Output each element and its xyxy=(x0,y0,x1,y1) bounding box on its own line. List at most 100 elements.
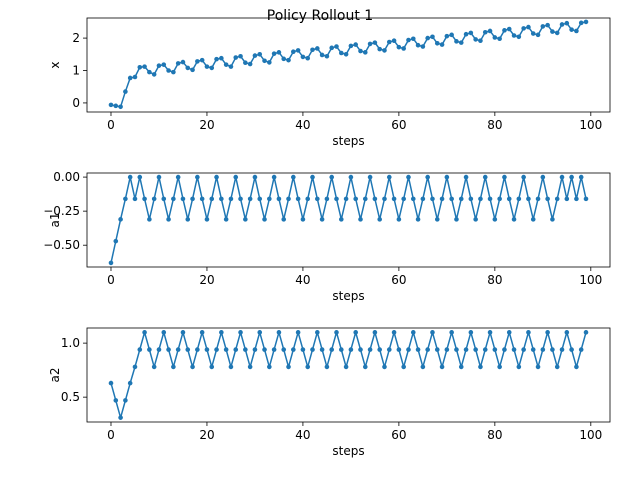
data-point xyxy=(185,65,191,71)
data-point xyxy=(454,217,459,222)
data-point xyxy=(516,196,522,202)
data-point xyxy=(530,217,536,222)
data-point xyxy=(415,42,421,48)
data-point xyxy=(343,364,349,370)
data-point xyxy=(367,174,373,180)
data-point xyxy=(545,196,550,202)
data-point xyxy=(348,347,354,352)
x-tick-label: 0 xyxy=(107,273,115,287)
data-point xyxy=(550,217,555,222)
x-tick-label: 40 xyxy=(295,428,310,442)
data-point xyxy=(324,364,330,370)
data-point xyxy=(132,196,138,202)
y-axis-label: a2 xyxy=(48,368,62,383)
data-point xyxy=(166,347,171,352)
data-point xyxy=(252,53,258,58)
subplot-1: 0 20 40 60 80 100 0 1 2 steps x xyxy=(48,17,611,148)
x-axis-label: steps xyxy=(332,444,364,458)
data-point xyxy=(223,217,229,222)
data-point xyxy=(123,398,128,403)
data-point xyxy=(550,29,555,34)
data-point xyxy=(295,48,301,53)
data-point xyxy=(108,260,114,266)
data-point xyxy=(142,330,147,335)
data-point xyxy=(113,238,119,244)
data-point xyxy=(492,347,498,352)
data-point xyxy=(458,40,464,45)
data-point xyxy=(281,56,287,62)
data-point xyxy=(171,196,176,202)
data-point xyxy=(473,217,478,222)
data-point xyxy=(151,72,157,77)
data-point xyxy=(449,330,454,335)
data-point xyxy=(430,34,435,40)
axes-frame xyxy=(86,327,611,423)
data-point xyxy=(305,364,311,370)
data-point xyxy=(463,174,469,180)
data-point xyxy=(401,196,406,202)
data-point xyxy=(233,174,239,180)
x-tick-label: 60 xyxy=(391,428,406,442)
data-point xyxy=(396,347,402,352)
data-point xyxy=(238,330,243,335)
data-point xyxy=(334,330,339,335)
data-point xyxy=(526,196,531,202)
data-point xyxy=(180,196,186,202)
y-tick-label: −0.50 xyxy=(43,238,80,252)
data-point xyxy=(583,330,589,335)
y-tick-label: 0.00 xyxy=(53,170,80,184)
data-point xyxy=(386,174,392,180)
data-point xyxy=(199,57,205,63)
data-point xyxy=(127,174,133,180)
data-point xyxy=(353,42,359,47)
data-point xyxy=(420,364,426,370)
data-point xyxy=(310,174,315,180)
data-point xyxy=(271,51,277,56)
data-point xyxy=(449,196,454,202)
data-point xyxy=(204,347,210,352)
data-point xyxy=(175,347,181,352)
data-point xyxy=(190,364,195,370)
data-point xyxy=(267,196,272,202)
data-point xyxy=(339,217,344,222)
data-point xyxy=(535,196,541,202)
data-point xyxy=(516,364,522,370)
data-point xyxy=(506,330,512,335)
data-point xyxy=(372,330,378,335)
data-point xyxy=(147,217,152,222)
y-tick-label: 0.5 xyxy=(61,390,80,404)
data-point xyxy=(511,217,517,222)
data-point xyxy=(204,217,210,222)
data-point xyxy=(487,196,493,202)
data-point xyxy=(478,364,483,370)
data-point xyxy=(185,347,191,352)
series-line xyxy=(110,21,587,108)
data-point xyxy=(219,196,224,202)
data-point xyxy=(243,347,248,352)
data-point xyxy=(362,196,368,202)
x-tick-label: 80 xyxy=(487,273,502,287)
x-axis-label: steps xyxy=(332,134,364,148)
x-tick-label: 60 xyxy=(391,118,406,132)
data-point xyxy=(291,49,296,55)
data-point xyxy=(468,196,474,202)
x-tick-label: 100 xyxy=(579,273,602,287)
data-point xyxy=(578,20,584,26)
data-point xyxy=(372,196,378,202)
data-point xyxy=(262,347,267,352)
x-tick-label: 0 xyxy=(107,118,115,132)
data-point xyxy=(454,39,459,44)
data-point xyxy=(420,44,426,49)
data-point xyxy=(127,380,133,386)
data-point xyxy=(473,37,478,42)
data-point xyxy=(334,44,339,49)
data-point xyxy=(463,347,469,352)
data-point xyxy=(151,196,157,202)
data-point xyxy=(583,196,589,202)
data-point xyxy=(396,44,402,50)
data-point xyxy=(190,67,195,73)
data-point xyxy=(300,54,306,60)
data-point xyxy=(521,174,526,180)
data-point xyxy=(578,347,584,352)
